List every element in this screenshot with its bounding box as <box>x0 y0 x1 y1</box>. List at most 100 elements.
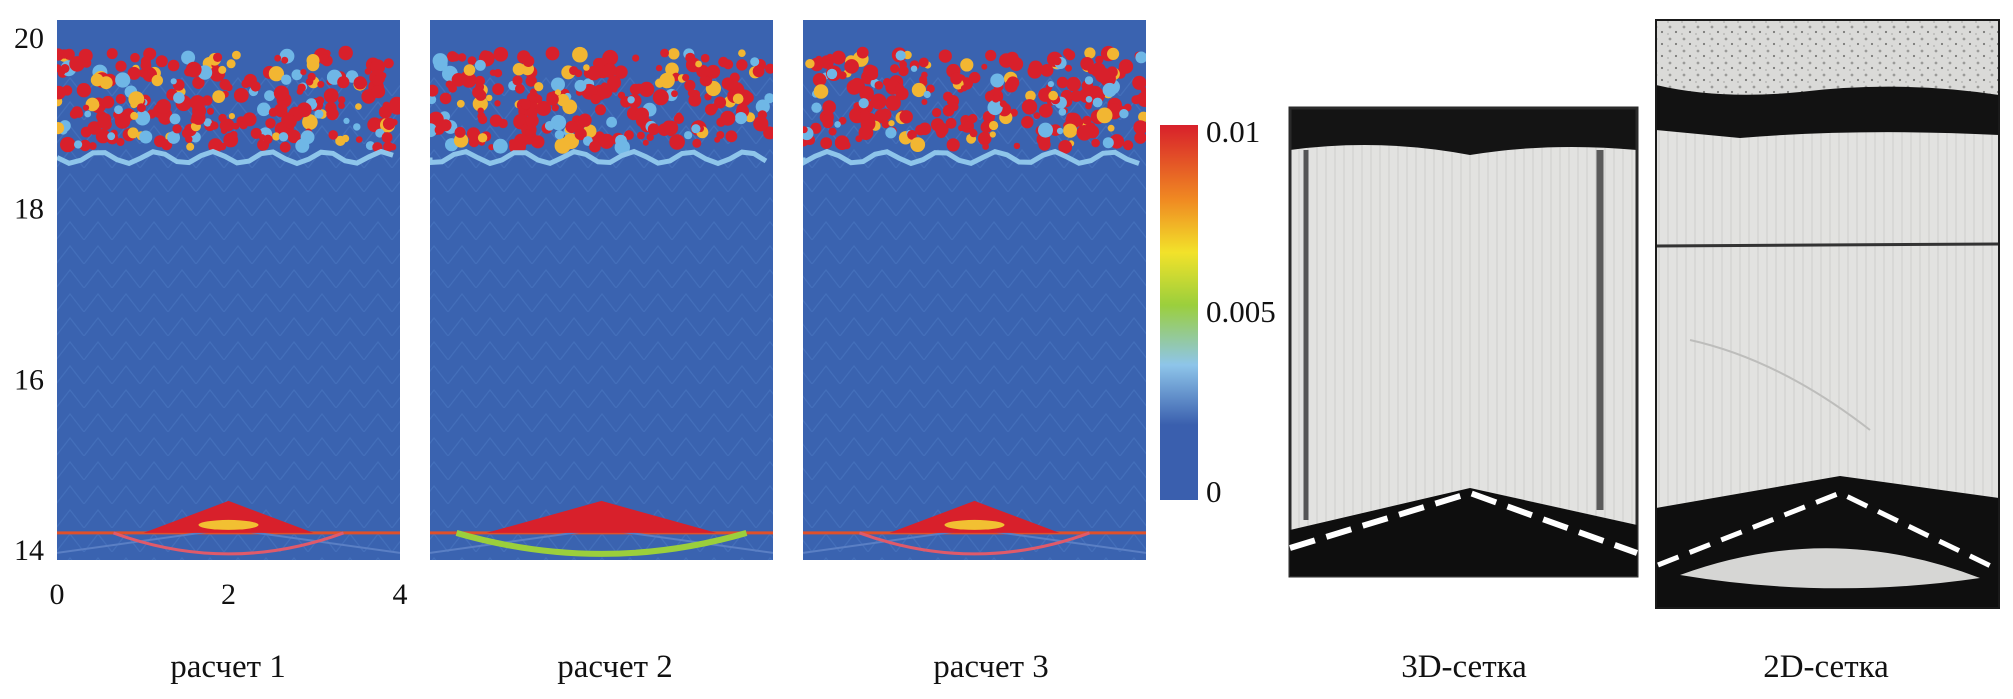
turbulence-blob <box>1028 60 1043 75</box>
turbulence-blob <box>545 46 560 61</box>
turbulence-blob <box>116 138 125 146</box>
turbulence-blob <box>314 109 324 119</box>
turbulence-blob <box>669 134 685 150</box>
turbulence-blob <box>1009 108 1018 117</box>
turbulence-blob <box>1064 50 1076 61</box>
turbulence-blob <box>691 124 701 134</box>
turbulence-blob <box>59 49 69 59</box>
turbulence-blob <box>1085 96 1093 103</box>
turbulence-blob <box>1133 120 1146 135</box>
turbulence-blob <box>627 96 635 104</box>
turbulence-blob <box>544 121 555 131</box>
turbulence-blob <box>635 107 649 122</box>
turbulence-blob <box>615 134 627 147</box>
turbulence-blob <box>569 66 579 76</box>
turbulence-blob <box>378 105 392 119</box>
turbulence-blob <box>1091 138 1100 148</box>
turbulence-blob <box>675 112 683 119</box>
turbulence-blob <box>525 129 532 136</box>
turbulence-blob <box>522 55 535 67</box>
turbulence-blob <box>281 56 289 64</box>
y-tick-label: 18 <box>14 193 44 226</box>
turbulence-blob <box>170 78 177 85</box>
turbulence-blob <box>498 118 508 129</box>
turbulence-blob <box>79 139 91 152</box>
turbulence-blob <box>257 102 271 117</box>
turbulence-blob <box>911 82 927 98</box>
turbulence-blob <box>684 131 693 140</box>
turbulence-blob <box>335 135 346 146</box>
turbulence-blob <box>969 71 981 84</box>
turbulence-blob <box>874 81 884 90</box>
turbulence-blob <box>907 129 917 140</box>
y-axis: 14 16 18 20 <box>14 22 44 567</box>
x-axis: 0 2 4 <box>50 578 408 611</box>
turbulence-blob <box>682 74 690 82</box>
turbulence-blob <box>472 96 488 112</box>
turbulence-blob <box>274 54 282 62</box>
turbulence-blob <box>60 64 70 73</box>
turbulence-blob <box>964 121 972 129</box>
colorbar-tick-top: 0.01 <box>1206 114 1260 149</box>
turbulence-blob <box>554 130 565 140</box>
caption-2d-mesh: 2D-сетка <box>1763 649 1889 685</box>
turbulence-blob <box>57 64 62 73</box>
turbulence-blob <box>881 120 890 129</box>
turbulence-blob <box>228 113 235 120</box>
turbulence-blob <box>1048 90 1058 101</box>
turbulence-blob <box>1039 103 1053 118</box>
turbulence-blob <box>629 83 642 95</box>
turbulence-blob <box>430 84 439 97</box>
turbulence-blob <box>1033 112 1041 119</box>
turbulence-blob <box>139 130 153 144</box>
turbulence-blob <box>985 49 997 62</box>
turbulence-blob <box>90 73 104 87</box>
turbulence-blob <box>1137 91 1146 107</box>
turbulence-blob <box>1013 142 1021 150</box>
y-tick-label: 16 <box>14 363 44 396</box>
turbulence-blob <box>130 111 139 120</box>
turbulence-blob <box>467 56 477 65</box>
turbulence-blob <box>685 52 696 63</box>
turbulence-blob <box>338 102 345 109</box>
turbulence-blob <box>750 57 760 67</box>
turbulence-blob <box>1021 116 1034 129</box>
turbulence-blob <box>945 117 957 129</box>
turbulence-blob <box>614 65 628 79</box>
turbulence-blob <box>167 59 180 72</box>
turbulence-blob <box>734 112 748 125</box>
turbulence-blob <box>383 141 394 152</box>
turbulence-blob <box>991 94 1000 103</box>
turbulence-blob <box>546 93 559 106</box>
colorbar-scale <box>1160 125 1198 500</box>
turbulence-blob <box>338 96 346 104</box>
turbulence-blob <box>601 82 608 90</box>
turbulence-blob <box>272 132 281 141</box>
turbulence-blob <box>268 107 278 117</box>
turbulence-blob <box>572 46 588 63</box>
turbulence-blob <box>115 72 131 88</box>
turbulence-blob <box>1085 102 1092 110</box>
turbulence-blob <box>663 120 679 136</box>
turbulence-blob <box>93 102 100 109</box>
turbulence-blob <box>264 90 275 102</box>
turbulence-blob <box>646 133 654 141</box>
turbulence-blob <box>512 75 523 86</box>
turbulence-blob <box>684 79 696 92</box>
turbulence-blob <box>371 84 386 99</box>
turbulence-blob <box>493 69 503 78</box>
turbulence-blob <box>208 138 223 153</box>
turbulence-blob <box>1056 127 1064 135</box>
turbulence-blob <box>1038 122 1053 138</box>
turbulence-blob <box>185 61 202 78</box>
turbulence-blob <box>1047 81 1054 88</box>
turbulence-blob <box>714 96 727 109</box>
turbulence-blob <box>1107 124 1115 132</box>
turbulence-blob <box>583 64 590 71</box>
turbulence-blob <box>57 122 65 135</box>
turbulence-blob <box>515 83 525 94</box>
turbulence-blob <box>958 124 965 132</box>
turbulence-blob <box>281 74 292 85</box>
turbulence-blob <box>383 58 394 69</box>
turbulence-blob <box>987 99 1003 116</box>
